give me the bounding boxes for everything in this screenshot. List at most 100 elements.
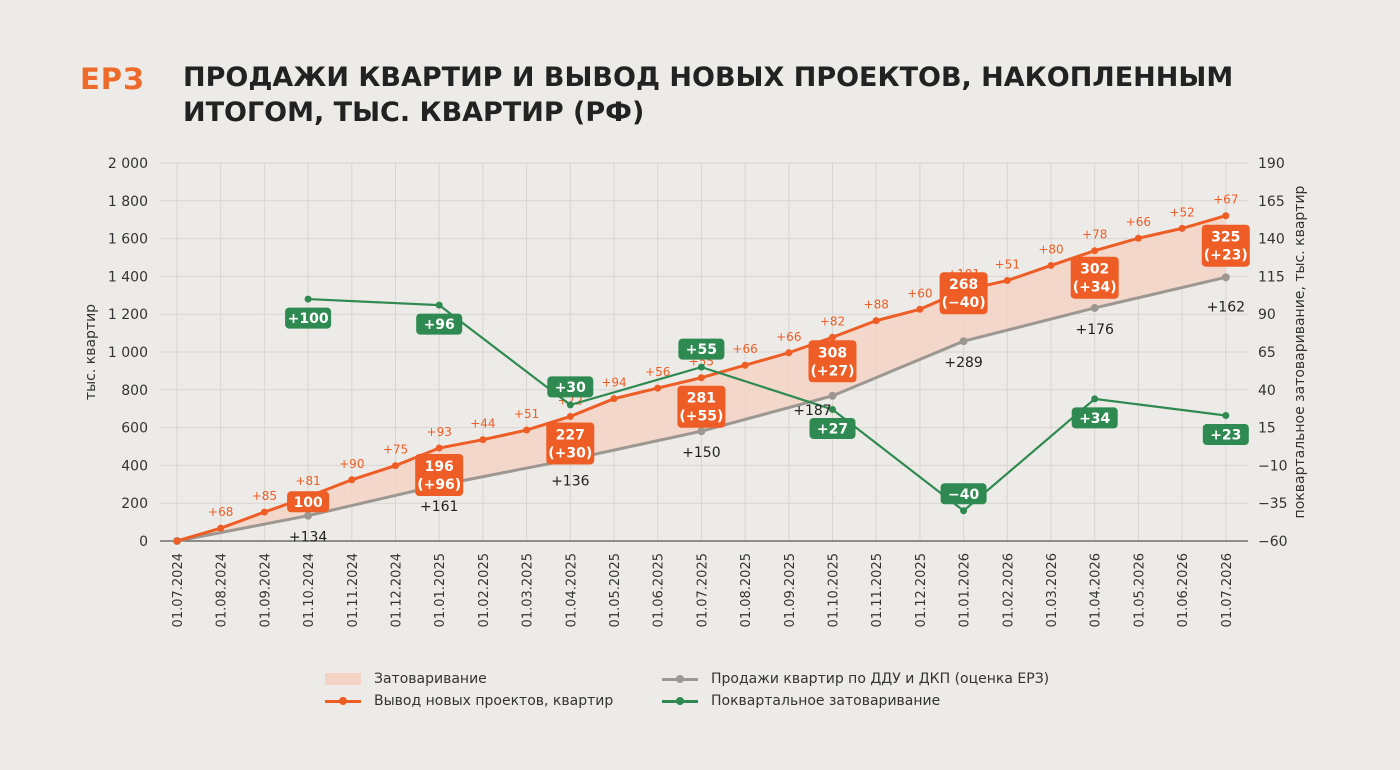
y-tick-left: 400 [121, 458, 148, 474]
launches-data-label: +68 [208, 505, 233, 519]
launches-point [610, 395, 618, 403]
quarterly-point [960, 507, 968, 515]
overstock-badge-box [287, 491, 330, 513]
x-tick-label: 01.07.2024 [171, 553, 186, 627]
quarterly-badge-box [809, 417, 856, 439]
y-tick-right: 115 [1258, 269, 1285, 285]
launches-data-label: +85 [252, 489, 277, 503]
legend-line-launches [325, 696, 361, 705]
page-title: ПРОДАЖИ КВАРТИР И ВЫВОД НОВЫХ ПРОЕКТОВ, … [183, 62, 1234, 128]
legend-label-launches: Вывод новых проектов, квартир [374, 693, 614, 709]
launches-data-label: +66 [732, 342, 757, 356]
quarterly-point [697, 363, 705, 371]
overstock-badge-label: 308 [818, 345, 847, 361]
x-tick-label: 01.03.2026 [1045, 553, 1060, 627]
x-tick-label: 01.02.2025 [477, 553, 492, 627]
overstock-badge-label: 325 [1211, 230, 1240, 246]
legend-item-launches: Вывод новых проектов, квартир [325, 690, 613, 712]
overstock-badge-label: (+30) [548, 445, 592, 461]
launches-point [872, 317, 880, 325]
overstock-badge-label: (+27) [810, 363, 854, 379]
y-tick-left: 1 400 [108, 269, 148, 285]
y-axis-title-left: тыс. квартир [83, 304, 99, 400]
quarterly-badge-box [678, 338, 725, 360]
y-tick-left: 0 [139, 534, 148, 550]
overstock-badge-label: (+96) [417, 477, 461, 493]
launches-data-label: +82 [820, 314, 845, 328]
y-tick-left: 200 [121, 496, 148, 512]
quarterly-badge-label: +23 [1210, 428, 1241, 444]
overstock-badge-label: (+55) [679, 409, 723, 425]
x-tick-label: 01.04.2026 [1089, 553, 1104, 627]
y-tick-left: 600 [121, 421, 148, 437]
quarterly-point [435, 301, 443, 309]
launches-data-label: +66 [776, 330, 801, 344]
sales-point [1090, 303, 1099, 312]
overstock-badge-box [1070, 256, 1119, 299]
legend-label-quarterly: Поквартальное затоваривание [711, 693, 941, 709]
x-tick-label: 01.08.2025 [739, 553, 754, 627]
sales-point [1221, 273, 1230, 282]
quarterly-badge-label: −40 [948, 487, 979, 503]
launches-data-label: +90 [339, 457, 364, 471]
launches-point [1178, 224, 1186, 232]
x-tick-label: 01.07.2025 [695, 553, 710, 627]
x-tick-label: 01.08.2024 [215, 553, 230, 627]
y-tick-left: 1 200 [108, 307, 148, 323]
y-tick-left: 800 [121, 383, 148, 399]
launches-data-label: +60 [907, 286, 932, 300]
overstock-badge-label: 268 [949, 277, 978, 293]
x-tick-label: 01.02.2026 [1001, 553, 1016, 627]
quarterly-badge-label: +55 [686, 342, 717, 358]
launches-data-label: +44 [470, 417, 495, 431]
quarterly-badge-label: +96 [424, 317, 455, 333]
overstock-badge-label: (+23) [1204, 248, 1248, 264]
y-tick-right: −60 [1258, 534, 1288, 550]
y-tick-right: 15 [1258, 421, 1276, 437]
overstock-badge-label: 196 [425, 459, 454, 475]
launches-data-label: +66 [1126, 215, 1151, 229]
y-tick-right: 65 [1258, 345, 1276, 361]
launches-point [1134, 234, 1142, 242]
launches-data-label: +67 [1213, 193, 1238, 207]
legend-item-sales: Продажи квартир по ДДУ и ДКП (оценка ЕРЗ… [662, 668, 1049, 690]
overstock-badge-box [808, 340, 857, 383]
x-tick-label: 01.06.2025 [652, 553, 667, 627]
launches-data-label: +94 [601, 376, 626, 390]
launches-point [435, 444, 443, 452]
y-tick-right: 40 [1258, 383, 1276, 399]
quarterly-badge-label: +30 [555, 380, 586, 396]
legend-label-overstock: Затоваривание [374, 671, 487, 687]
sales-data-label: +176 [1075, 322, 1114, 338]
y-tick-right: 140 [1258, 232, 1285, 248]
launches-point [173, 537, 181, 545]
x-tick-label: 01.09.2024 [258, 553, 273, 627]
x-tick-label: 01.06.2026 [1176, 553, 1191, 627]
launches-data-label: +75 [383, 443, 408, 457]
quarterly-point [829, 405, 836, 413]
launches-data-label: +80 [1038, 242, 1063, 256]
x-tick-label: 01.11.2025 [870, 553, 885, 627]
x-tick-label: 01.05.2025 [608, 553, 623, 627]
launches-point [1222, 212, 1230, 220]
launches-point [741, 361, 749, 369]
launches-point [217, 524, 225, 532]
sales-data-label: +134 [289, 530, 328, 546]
sales-data-label: +162 [1207, 299, 1245, 315]
y-tick-right: 165 [1258, 194, 1285, 210]
overstock-badge-label: 100 [293, 495, 322, 511]
launches-point [916, 305, 924, 313]
launches-point [348, 476, 356, 484]
overstock-badge-label: 281 [687, 391, 716, 407]
launches-point [479, 436, 487, 444]
launches-point [829, 333, 836, 341]
legend-line-sales [662, 674, 698, 683]
launches-point [392, 462, 399, 470]
sales-data-label: +150 [682, 445, 720, 461]
x-tick-label: 01.03.2025 [521, 553, 536, 627]
overstock-badge-box [939, 272, 988, 315]
sales-point [304, 511, 313, 520]
sales-data-label: +187 [793, 403, 831, 419]
sales-data-label: +289 [944, 355, 982, 371]
overstock-badge-label: (−40) [942, 295, 986, 311]
